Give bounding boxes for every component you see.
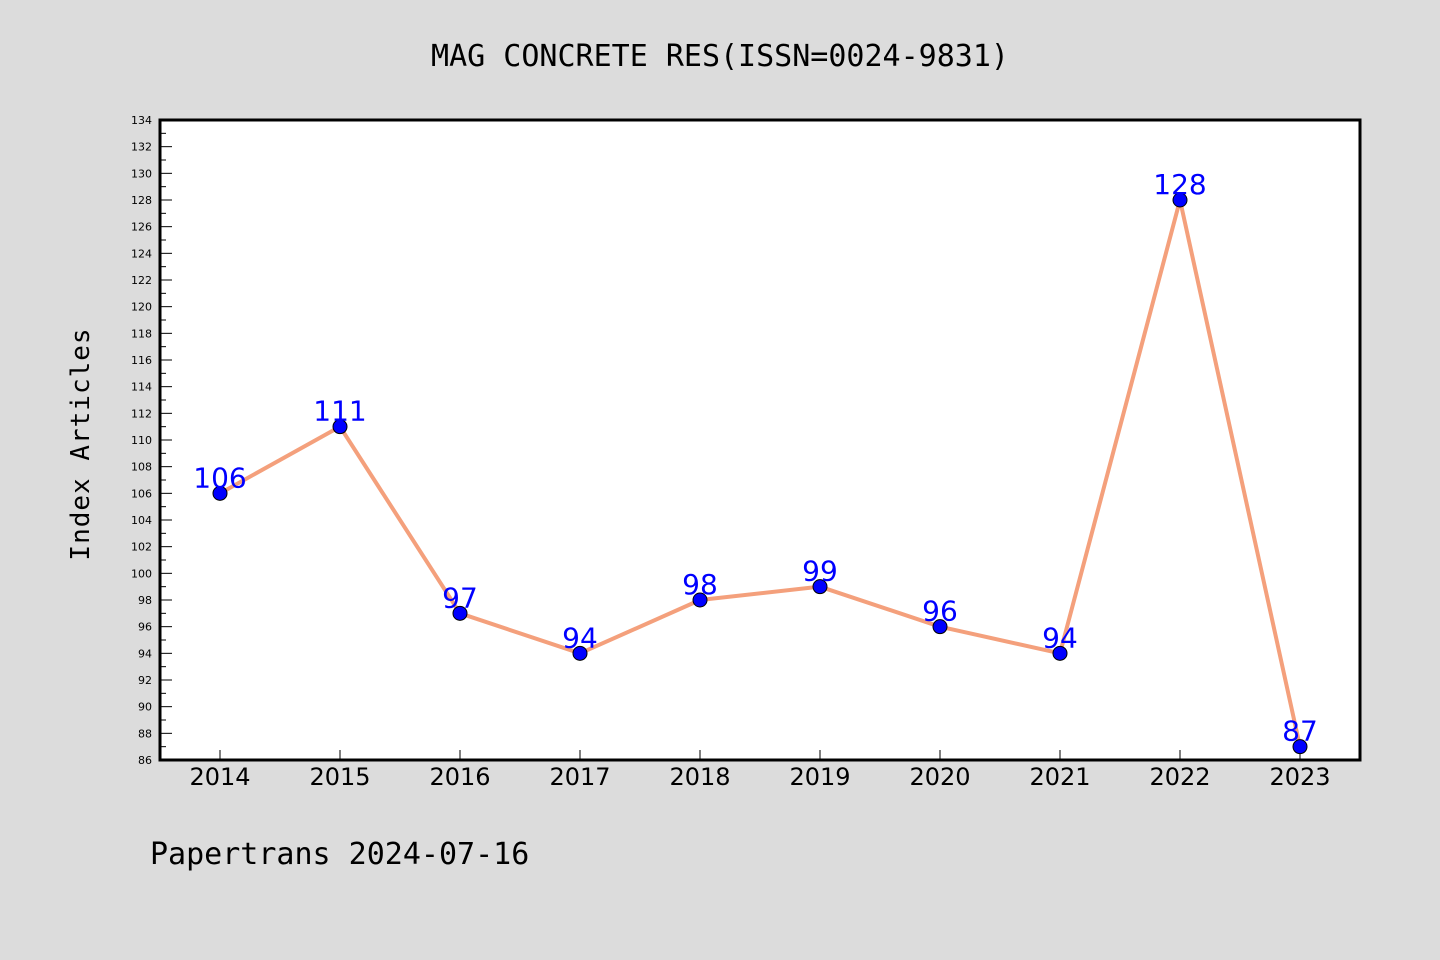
y-tick-label: 110: [131, 434, 152, 447]
plot-frame: [158, 118, 1362, 762]
y-tick-label: 124: [131, 247, 152, 260]
x-tick-label: 2015: [309, 763, 370, 791]
y-tick-label: 96: [138, 621, 152, 634]
x-tick-label: 2020: [909, 763, 970, 791]
data-label: 97: [442, 581, 478, 614]
y-tick-label: 128: [131, 194, 152, 207]
data-point: [1172, 192, 1188, 208]
data-label: 128: [1153, 168, 1206, 201]
x-tick-label: 2017: [549, 763, 610, 791]
x-tick-label: 2016: [429, 763, 490, 791]
data-point: [1292, 739, 1308, 755]
data-label: 111: [313, 395, 366, 428]
data-point: [692, 592, 708, 608]
data-label: 96: [922, 595, 958, 628]
data-label: 99: [802, 555, 838, 588]
data-label: 87: [1282, 715, 1318, 748]
y-tick-label: 100: [131, 567, 152, 580]
y-axis-label: Index Articles: [66, 327, 96, 560]
y-tick-label: 108: [131, 461, 152, 474]
y-tick-label: 102: [131, 541, 152, 554]
x-tick-label: 2018: [669, 763, 730, 791]
data-label: 106: [193, 461, 246, 494]
y-tick-label: 88: [138, 727, 152, 740]
y-tick-label: 114: [131, 381, 152, 394]
y-tick-label: 134: [131, 114, 152, 127]
y-tick-label: 86: [138, 754, 152, 767]
y-tick-label: 104: [131, 514, 152, 527]
y-tick-label: 120: [131, 301, 152, 314]
x-tick-label: 2021: [1029, 763, 1090, 791]
data-label: 94: [1042, 621, 1078, 654]
x-tick-label: 2022: [1149, 763, 1210, 791]
series-line: [219, 198, 1302, 748]
x-tick-label: 2014: [189, 763, 250, 791]
y-tick-label: 92: [138, 674, 152, 687]
y-tick-label: 122: [131, 274, 152, 287]
y-tick-label: 116: [131, 354, 152, 367]
chart-title: MAG CONCRETE RES(ISSN=0024-9831): [431, 39, 1009, 74]
y-tick-label: 98: [138, 594, 152, 607]
x-tick-label: 2023: [1269, 763, 1330, 791]
y-tick-label: 106: [131, 487, 152, 500]
data-point: [572, 645, 588, 661]
y-tick-label: 112: [131, 407, 152, 420]
y-tick-label: 130: [131, 167, 152, 180]
plot-area: [160, 120, 1360, 760]
footer-text: Papertrans 2024-07-16: [150, 837, 529, 872]
data-point: [212, 485, 228, 501]
data-point: [332, 419, 348, 435]
y-axis-ticks: 86 88 90 92 94 96 98 100 102 104 106 108 110 112 114 11…: [131, 114, 172, 767]
data-label: 94: [562, 621, 598, 654]
y-tick-label: 90: [138, 701, 152, 714]
y-tick-label: 118: [131, 327, 152, 340]
series-layer: 106 111 97 94 98 99 96 94 128 87: [193, 168, 1318, 755]
data-label: 98: [682, 568, 718, 601]
x-tick-label: 2019: [789, 763, 850, 791]
data-point: [452, 605, 468, 621]
data-point: [812, 579, 828, 595]
data-point: [1052, 645, 1068, 661]
x-axis-ticks: 2014 2015 2016 2017 2018 2019 2020 2021 2022 2023: [189, 750, 1331, 791]
data-point: [932, 619, 948, 635]
y-tick-label: 94: [138, 647, 152, 660]
y-tick-label: 132: [131, 141, 152, 154]
y-tick-label: 126: [131, 221, 152, 234]
